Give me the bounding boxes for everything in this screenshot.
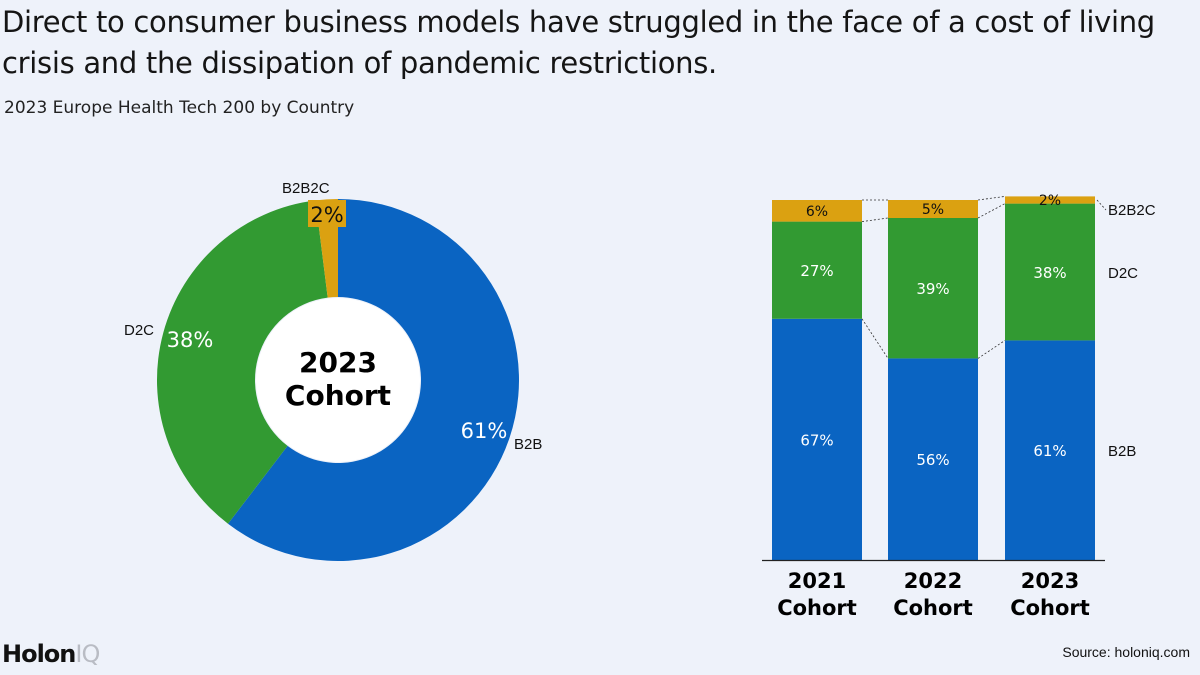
bar-b2b2c-2021 [772, 200, 862, 222]
bar-b2b-2022 [888, 358, 978, 560]
bar-d2c-2022 [888, 218, 978, 359]
bar-label-b2b2c-2023: 2% [1039, 193, 1061, 209]
donut-slice-b2b [228, 199, 520, 561]
bar-label-d2c-2022: 39% [916, 280, 949, 298]
category-label-2023-year: 2023 [1021, 569, 1079, 593]
brand-logo-part1: Holon [2, 640, 76, 668]
brand-logo: HolonIQ [2, 640, 100, 668]
bar-d2c-2021 [772, 221, 862, 319]
category-label-2023-cohort: Cohort [1010, 596, 1090, 620]
category-label-2022-cohort: Cohort [893, 596, 973, 620]
bar-label-b2b-2021: 67% [800, 431, 833, 449]
connector-line [977, 340, 1006, 359]
bar-b2b2c-2022 [888, 200, 978, 218]
bar-b2b-2023 [1005, 340, 1095, 560]
donut-category-label-b2b2c: B2B2C [282, 180, 330, 197]
category-label-2022-year: 2022 [904, 569, 962, 593]
donut-category-label-d2c: D2C [124, 322, 154, 339]
donut-value-label-b2b2c: 2% [310, 203, 343, 227]
legend-leader-b2b2c [1096, 199, 1107, 211]
bar-label-d2c-2021: 27% [800, 262, 833, 280]
donut-value-label-b2b: 61% [461, 419, 508, 443]
donut-slice-d2c [157, 200, 328, 524]
donut-hole [256, 298, 420, 462]
bar-b2b-2021 [772, 318, 862, 560]
bar-b2b2c-2023 [1005, 196, 1095, 204]
bar-label-d2c-2023: 38% [1033, 264, 1066, 282]
chart-subtitle: 2023 Europe Health Tech 200 by Country [4, 98, 355, 118]
bar-label-b2b2c-2022: 5% [922, 202, 944, 218]
brand-logo-part2: IQ [75, 640, 100, 668]
donut-callout-b2b2c [308, 200, 346, 227]
bar-d2c-2023 [1005, 203, 1095, 341]
legend-label-b2b: B2B [1108, 443, 1136, 460]
connector-line [977, 203, 1006, 219]
connector-line [861, 217, 889, 222]
donut-category-label-b2b: B2B [514, 436, 542, 453]
category-label-2021-year: 2021 [788, 569, 846, 593]
category-label-2021-cohort: Cohort [777, 596, 857, 620]
donut-center-line1: 2023 [299, 346, 377, 379]
legend-label-d2c: D2C [1108, 265, 1138, 282]
donut-center-line2: Cohort [285, 379, 391, 412]
bar-label-b2b2c-2021: 6% [806, 204, 828, 220]
legend-label-b2b2c: B2B2C [1108, 202, 1156, 219]
connector-line [861, 318, 889, 359]
chart-title: Direct to consumer business models have … [2, 5, 1155, 80]
connector-line [977, 196, 1006, 201]
donut-value-label-d2c: 38% [167, 328, 214, 352]
source-note: Source: holoniq.com [1062, 644, 1190, 660]
bar-label-b2b-2023: 61% [1033, 442, 1066, 460]
bar-label-b2b-2022: 56% [916, 451, 949, 469]
